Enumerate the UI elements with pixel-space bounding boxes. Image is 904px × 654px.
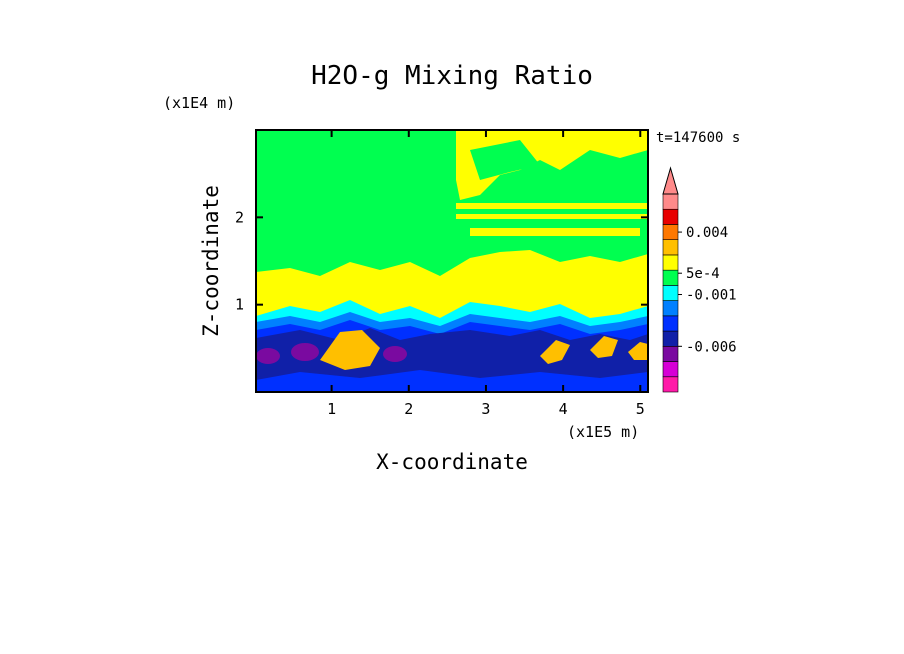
contour-field <box>256 130 648 392</box>
x-unit-label: (x1E5 m) <box>567 423 639 441</box>
dry-pocket <box>470 140 540 180</box>
colorbar-segment <box>662 208 679 225</box>
time-label: t=147600 s <box>656 130 740 146</box>
orange-plume <box>590 336 618 358</box>
surface-band <box>256 370 648 392</box>
y-unit-label: (x1E4 m) <box>163 94 235 112</box>
purple-core <box>291 343 319 361</box>
colorbar-segment <box>662 300 679 317</box>
orange-plume <box>628 342 648 360</box>
colorbar-label: -0.001 <box>686 288 737 304</box>
colorbar-segment <box>662 285 679 301</box>
colorbar-segment <box>662 254 679 271</box>
colorbar-segment <box>662 330 679 347</box>
x-tick-label: 1 <box>327 400 336 418</box>
y-axis: 12 <box>235 208 648 314</box>
moist-streak <box>456 203 648 209</box>
x-tick-label: 4 <box>559 400 568 418</box>
colorbar-segment <box>662 361 679 378</box>
x-axis: 1 2 3 4 5 <box>327 130 645 418</box>
colorbar-segment <box>662 193 679 210</box>
colorbar-segment <box>662 376 679 393</box>
colorbar-label: -0.006 <box>686 339 737 355</box>
purple-core <box>256 348 280 364</box>
y-axis-label: Z-coordinate <box>199 185 223 337</box>
x-tick-label: 3 <box>481 400 490 418</box>
chart-title: H2O-g Mixing Ratio <box>311 61 593 91</box>
moist-streak <box>456 214 648 219</box>
orange-plume <box>540 340 570 364</box>
colorbar-segment <box>662 239 679 256</box>
colorbar-extend-arrow <box>662 166 679 195</box>
colorbar-label: 5e-4 <box>686 266 720 282</box>
colorbar-segment <box>662 346 679 362</box>
purple-core <box>383 346 407 362</box>
y-tick-label: 1 <box>235 296 244 314</box>
x-tick-label: 2 <box>404 400 413 418</box>
colorbar-segment <box>662 315 679 332</box>
y-tick-label: 2 <box>235 208 244 226</box>
x-axis-label: X-coordinate <box>376 450 528 474</box>
colorbar-segment <box>662 269 679 286</box>
colorbar-segment <box>662 224 679 240</box>
plot-frame <box>255 129 649 393</box>
colorbar: 0.004 5e-4 -0.001 -0.006 <box>662 166 737 393</box>
x-tick-label: 5 <box>636 400 645 418</box>
colorbar-label: 0.004 <box>686 225 728 241</box>
orange-plume <box>320 330 380 370</box>
moist-streak <box>470 228 640 236</box>
